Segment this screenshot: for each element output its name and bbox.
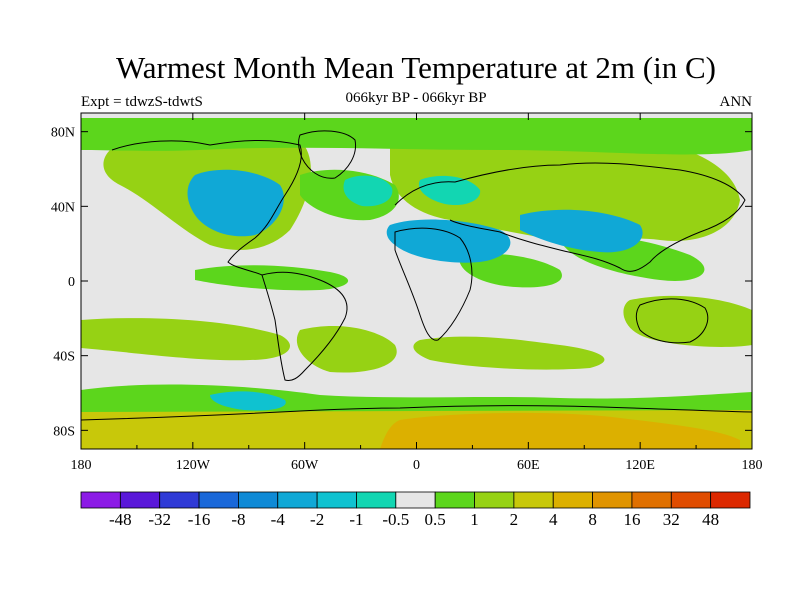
asia-cool-patch [386, 209, 643, 263]
colorbar-label: 8 [588, 510, 597, 529]
colorbar-label: -1 [349, 510, 363, 529]
colorbar-swatch [513, 491, 554, 509]
colorbar-label: 16 [623, 510, 640, 529]
experiment-label: Expt = tdwzS-tdwtS [81, 94, 203, 110]
colorbar-label: 4 [549, 510, 558, 529]
lon-tick-label: 180 [742, 458, 763, 473]
colorbar-label: -16 [188, 510, 211, 529]
latitude-axis: 80N 40N 0 40S 80S [51, 126, 752, 439]
colorbar-swatch [552, 491, 593, 509]
colorbar-swatch [277, 491, 318, 509]
colorbar-label: -4 [271, 510, 286, 529]
lat-tick-label: 40S [53, 350, 75, 365]
colorbar-swatch [474, 491, 515, 509]
colorbar: -48 -32 -16 -8 -4 -2 -1 -0.5 0.5 1 2 4 8 16 32 48 [80, 491, 751, 529]
season-label: ANN [719, 94, 753, 110]
lat-tick-label: 0 [68, 275, 75, 290]
map-subtitle: 066kyr BP - 066kyr BP [345, 90, 487, 106]
lon-tick-label: 60W [291, 458, 319, 473]
north-america-cool-patch [187, 169, 284, 237]
tropical-green-band [195, 235, 705, 291]
colorbar-label: 0.5 [425, 510, 446, 529]
lat-tick-label: 80S [53, 424, 75, 439]
southern-cool-patch [210, 391, 286, 411]
lat-tick-label: 80N [51, 126, 75, 141]
atlantic-cool-patch [343, 175, 481, 207]
colorbar-swatch [316, 491, 357, 509]
lon-tick-label: 180 [71, 458, 92, 473]
colorbar-label: -32 [148, 510, 171, 529]
colorbar-swatch [434, 491, 475, 509]
colorbar-label: -2 [310, 510, 324, 529]
colorbar-label: 2 [510, 510, 519, 529]
colorbar-label: 1 [470, 510, 479, 529]
colorbar-swatch [80, 491, 121, 509]
coastline-antarctica [81, 405, 752, 421]
arctic-field [81, 118, 752, 155]
colorbar-swatch [119, 491, 161, 509]
colorbar-swatch [238, 491, 279, 509]
colorbar-swatch [198, 491, 239, 509]
colorbar-label: 32 [663, 510, 680, 529]
eurasia-field [390, 132, 740, 242]
colorbar-swatch [631, 491, 672, 509]
coastline-greenland [298, 130, 357, 179]
colorbar-swatch [710, 491, 751, 509]
lon-tick-label: 60E [517, 458, 540, 473]
map-title: Warmest Month Mean Temperature at 2m (in… [116, 50, 716, 85]
colorbar-label: -8 [231, 510, 245, 529]
colorbar-label: 48 [702, 510, 719, 529]
longitude-axis: 180 120W 60W 0 60E 120E 180 [71, 113, 763, 473]
colorbar-label: -0.5 [382, 510, 409, 529]
coastline-north-america [111, 140, 302, 276]
antarctic-field-warm [380, 412, 740, 449]
temperature-field [81, 118, 752, 449]
coastline-australia [635, 298, 709, 344]
colorbar-swatch [356, 491, 397, 509]
colorbar-swatch [670, 491, 712, 509]
lat-tick-label: 40N [51, 200, 75, 215]
coastline-eurasia [394, 162, 746, 272]
southern-ocean-patches [81, 295, 752, 373]
colorbar-swatch [395, 491, 436, 509]
lon-tick-label: 120W [176, 458, 211, 473]
coastline-africa [394, 227, 473, 341]
colorbar-swatch [592, 491, 633, 509]
lon-tick-label: 0 [413, 458, 420, 473]
coastlines [81, 130, 752, 421]
colorbar-label: -48 [109, 510, 132, 529]
colorbar-swatch [159, 491, 200, 509]
coastline-south-america [261, 271, 348, 381]
lon-tick-label: 120E [625, 458, 655, 473]
